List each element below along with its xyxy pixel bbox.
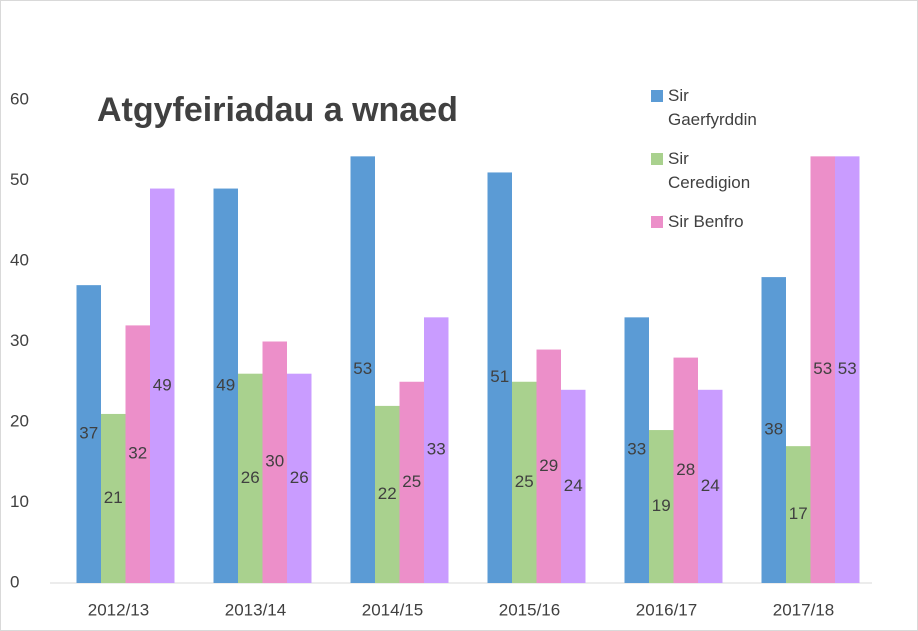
legend-entry: Sir Ceredigion — [651, 147, 761, 195]
legend-label: Sir Benfro — [668, 212, 744, 231]
data-label: 25 — [402, 472, 421, 491]
bar — [649, 430, 674, 583]
y-tick-label: 50 — [10, 170, 29, 189]
bar — [810, 156, 835, 583]
x-tick-label: 2017/18 — [773, 600, 834, 619]
data-label: 33 — [427, 440, 446, 459]
data-label: 17 — [789, 504, 808, 523]
data-label: 38 — [764, 420, 783, 439]
bar — [536, 349, 561, 583]
bar — [101, 413, 126, 583]
bar — [287, 373, 312, 583]
data-label: 32 — [128, 444, 147, 463]
legend-label: Sir Ceredigion — [668, 149, 751, 192]
bar — [786, 446, 811, 583]
bar — [125, 325, 150, 583]
data-label: 21 — [104, 488, 123, 507]
data-label: 28 — [676, 460, 695, 479]
legend-entry: Sir Gaerfyrddin — [651, 84, 761, 132]
x-tick-label: 2012/13 — [88, 600, 149, 619]
legend-swatch — [651, 153, 663, 165]
data-label: 53 — [813, 359, 832, 378]
bar — [698, 389, 723, 583]
data-label: 30 — [265, 452, 284, 471]
legend: Sir Gaerfyrddin Sir Ceredigion Sir Benfro — [651, 84, 761, 249]
x-tick-label: 2014/15 — [362, 600, 423, 619]
data-label: 51 — [490, 367, 509, 386]
data-label: 53 — [838, 359, 857, 378]
legend-swatch — [651, 216, 663, 228]
data-label: 33 — [627, 440, 646, 459]
bar — [150, 188, 175, 584]
bar — [424, 317, 449, 583]
y-tick-label: 40 — [10, 250, 29, 269]
data-label: 22 — [378, 484, 397, 503]
x-tick-label: 2016/17 — [636, 600, 697, 619]
y-tick-label: 10 — [10, 492, 29, 511]
y-tick-label: 30 — [10, 331, 29, 350]
y-tick-label: 60 — [10, 89, 29, 108]
y-tick-label: 0 — [10, 572, 19, 591]
legend-entry: Sir Benfro — [651, 210, 761, 234]
bar — [561, 389, 586, 583]
data-label: 49 — [153, 375, 172, 394]
data-label: 26 — [241, 468, 260, 487]
bar — [673, 357, 698, 583]
bar — [487, 172, 512, 583]
bar — [350, 156, 375, 583]
y-tick-label: 20 — [10, 411, 29, 430]
bar — [399, 381, 424, 583]
data-label: 19 — [652, 496, 671, 515]
bar — [624, 317, 649, 583]
data-label: 24 — [701, 476, 720, 495]
data-label: 37 — [79, 424, 98, 443]
x-tick-label: 2015/16 — [499, 600, 560, 619]
bar — [375, 405, 400, 583]
data-label: 26 — [290, 468, 309, 487]
x-tick-label: 2013/14 — [225, 600, 286, 619]
legend-label: Sir Gaerfyrddin — [668, 86, 757, 129]
bar — [213, 188, 238, 584]
bar — [512, 381, 537, 583]
bar — [761, 277, 786, 583]
bar — [262, 341, 287, 583]
bar — [76, 285, 101, 583]
bar — [238, 373, 263, 583]
data-label: 53 — [353, 359, 372, 378]
data-label: 49 — [216, 375, 235, 394]
data-label: 24 — [564, 476, 583, 495]
chart-title: Atgyfeiriadau a wnaed — [97, 91, 458, 129]
data-label: 29 — [539, 456, 558, 475]
bar — [835, 156, 860, 583]
data-label: 25 — [515, 472, 534, 491]
legend-swatch — [651, 90, 663, 102]
